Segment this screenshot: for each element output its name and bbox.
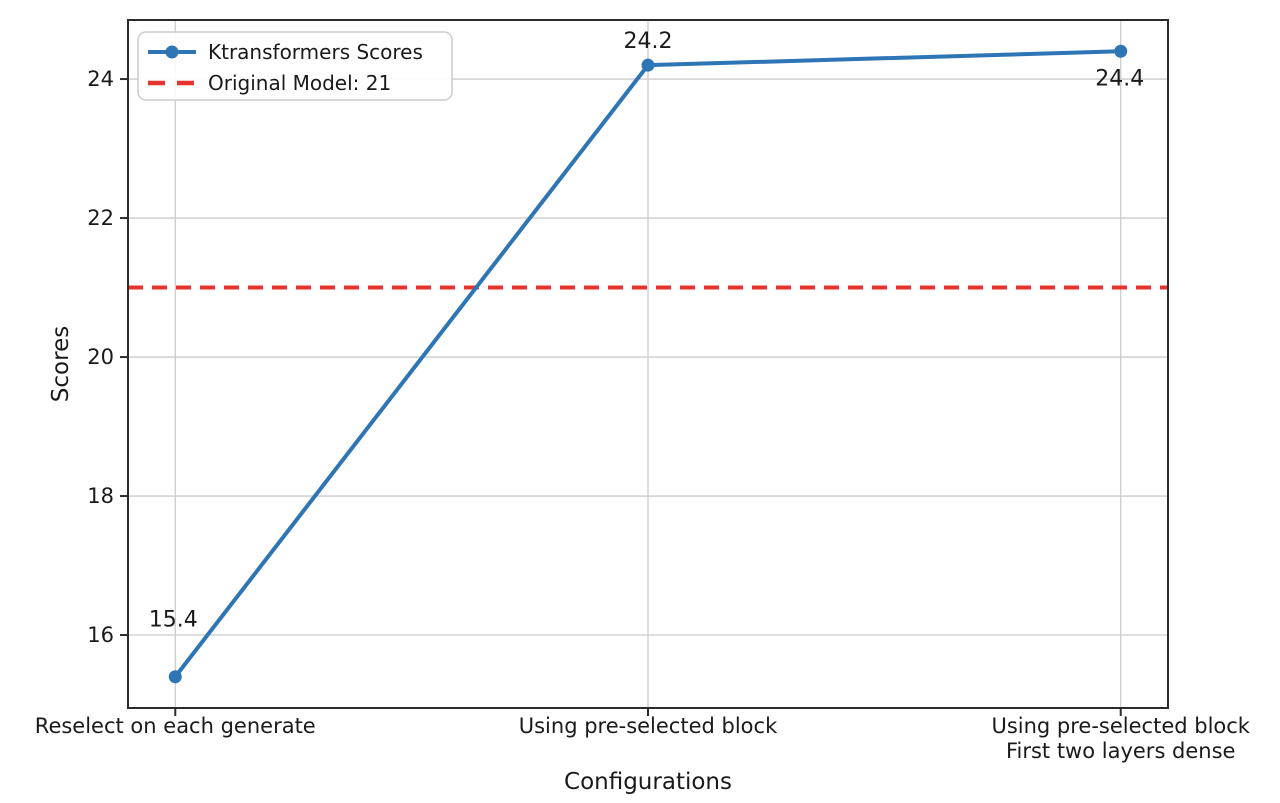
y-axis-label: Scores — [48, 326, 74, 402]
y-tick-label: 18 — [87, 484, 114, 508]
x-tick-label: Using pre-selected block — [519, 714, 778, 738]
x-tick-label: Using pre-selected block First two layers… — [991, 714, 1250, 763]
x-tick-label: Reselect on each generate — [35, 714, 316, 738]
legend-label: Original Model: 21 — [208, 71, 391, 95]
data-point-marker — [168, 670, 182, 684]
y-tick-label: 20 — [87, 345, 114, 369]
y-tick-label: 16 — [87, 623, 114, 647]
legend-box — [137, 31, 453, 101]
y-tick-label: 24 — [87, 67, 114, 91]
data-label: 24.2 — [624, 29, 673, 54]
x-axis-label: Configurations — [564, 769, 732, 795]
data-point-marker — [1114, 44, 1128, 58]
legend-label: Ktransformers Scores — [208, 40, 423, 64]
data-label: 24.4 — [1095, 66, 1144, 91]
data-label: 15.4 — [149, 608, 198, 633]
data-point-marker — [641, 58, 655, 72]
y-tick-label: 22 — [87, 206, 114, 230]
legend-marker-sample — [165, 45, 179, 59]
